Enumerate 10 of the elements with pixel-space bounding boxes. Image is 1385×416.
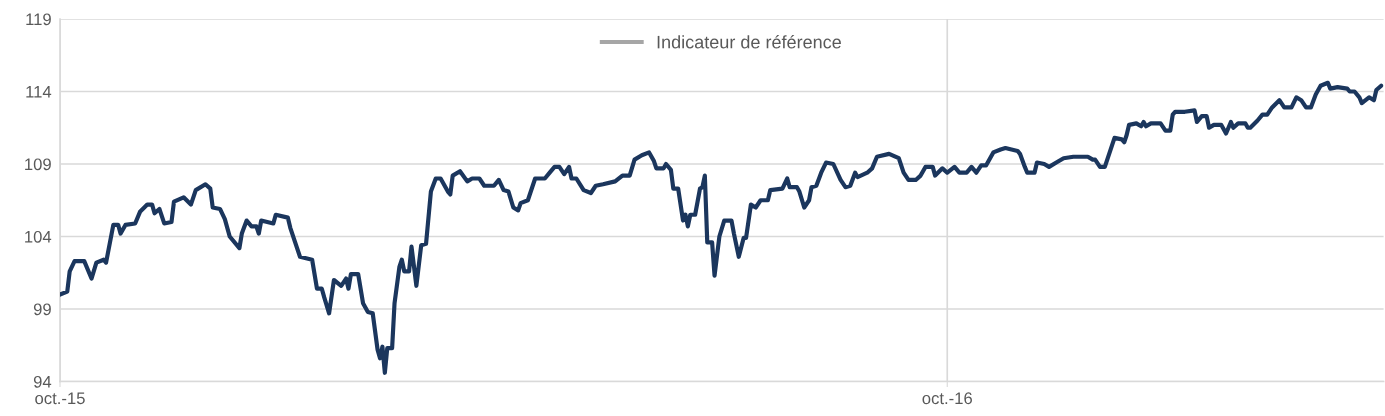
legend-label: Indicateur de référence <box>657 35 841 49</box>
y-tick-label: 109 <box>25 158 51 171</box>
y-tick-label: 99 <box>33 303 51 316</box>
x-tick-label: oct.-15 <box>35 392 85 405</box>
y-tick-label: 114 <box>26 86 52 98</box>
y-tick-label: 119 <box>26 13 51 26</box>
line-series <box>60 80 1384 375</box>
y-tick-label: 94 <box>33 375 52 388</box>
x-tick-label: oct.-16 <box>922 392 972 405</box>
y-tick-label: 104 <box>25 230 52 243</box>
